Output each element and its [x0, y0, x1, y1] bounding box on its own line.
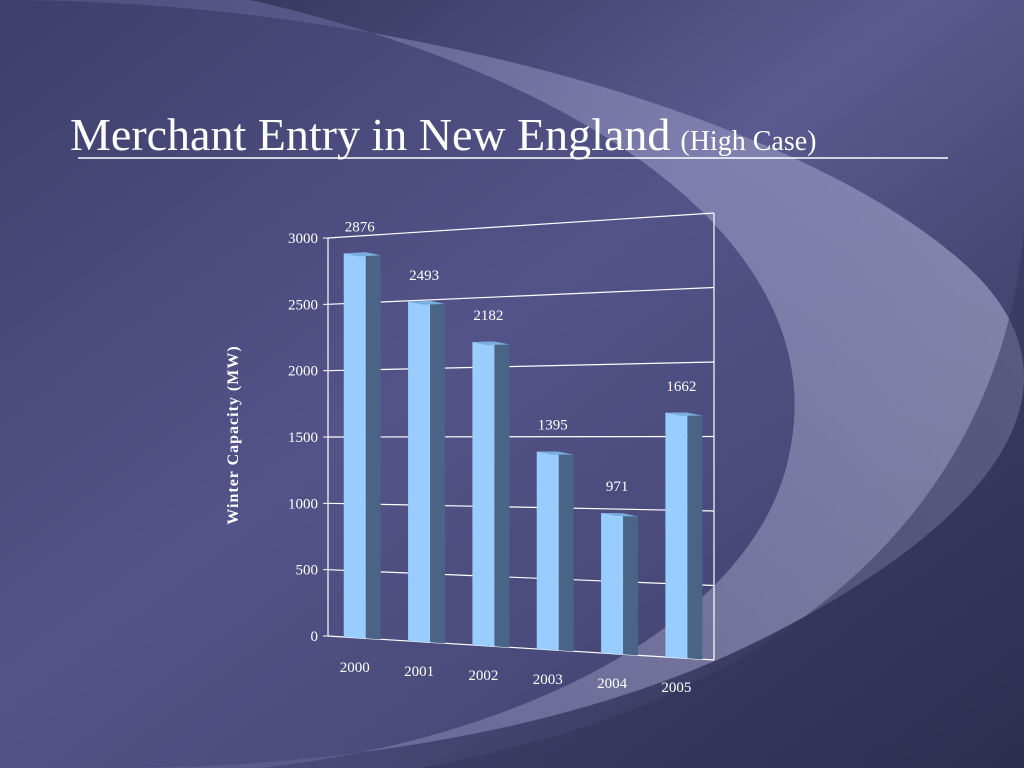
bar-top [601, 512, 639, 517]
grid-line [327, 569, 715, 587]
grid-line [327, 212, 715, 239]
bar-top [472, 341, 510, 346]
bar-side [494, 341, 510, 648]
bar [601, 512, 624, 655]
y-axis-label: Winter Capacity (MW) [225, 345, 242, 524]
y-tick-label: 1500 [288, 430, 318, 446]
bar [472, 341, 495, 647]
bar-side [558, 451, 574, 652]
value-label: 1395 [538, 418, 568, 434]
bar-top [408, 300, 446, 305]
subtitle: (High Case) [680, 126, 816, 157]
bar [408, 300, 431, 643]
x-tick-label: 2001 [404, 664, 434, 680]
value-label: 2493 [409, 268, 439, 284]
y-tick-label: 3000 [288, 231, 318, 247]
swoosh-inner [0, 0, 795, 768]
x-tick-label: 2002 [468, 668, 498, 684]
bar-side [687, 412, 703, 660]
bar-top [536, 451, 574, 455]
bar [343, 252, 366, 639]
bar-side [365, 252, 381, 640]
y-tick-label: 500 [296, 563, 319, 579]
grid-line [327, 435, 715, 438]
x-tick-label: 2005 [661, 680, 691, 696]
chart-title: Merchant Entry in New England (High Case) [70, 109, 816, 160]
x-tick-label: 2004 [597, 676, 628, 692]
value-label: 2182 [473, 308, 503, 324]
bar-top [665, 412, 703, 416]
corner-shade [420, 230, 1024, 768]
grid-line [327, 635, 715, 661]
y-tick-label: 0 [311, 629, 319, 645]
title: Merchant Entry in New England [70, 109, 670, 160]
bar-side [623, 513, 639, 656]
plot: 0 500 1000 1500 2000 2500 3000 2876 2000 2493 2001… [288, 212, 715, 696]
y-tick-label: 2500 [288, 297, 318, 313]
x-tick-label: 2000 [340, 660, 370, 676]
y-tick-label: 2000 [288, 364, 318, 380]
bar [536, 451, 559, 651]
y-tick-label: 1000 [288, 496, 318, 512]
grid-line [327, 502, 715, 512]
bar-side [430, 300, 446, 644]
value-label: 1662 [666, 379, 696, 395]
value-label: 971 [606, 479, 629, 495]
bar-top [343, 252, 381, 257]
grid-line [327, 361, 715, 372]
value-label: 2876 [345, 220, 376, 236]
grid-line [327, 286, 715, 305]
bar [665, 412, 688, 659]
x-tick-label: 2003 [533, 672, 563, 688]
